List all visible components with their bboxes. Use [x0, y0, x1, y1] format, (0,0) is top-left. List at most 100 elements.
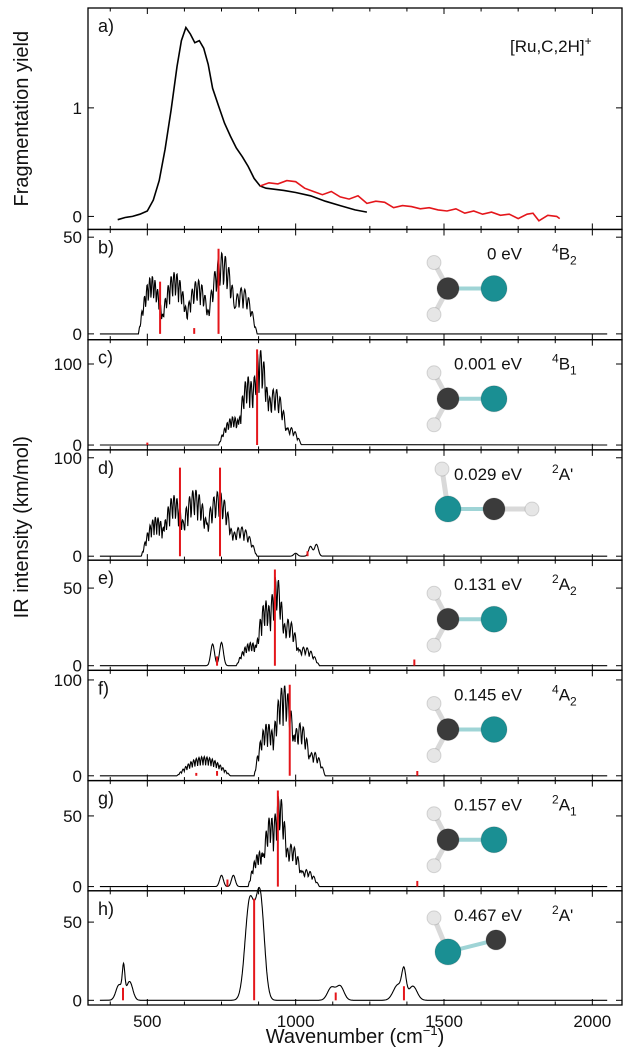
panel-title-sup: + [585, 34, 592, 48]
state-label: 4B1 [552, 352, 577, 378]
panel-letter: e) [98, 568, 114, 588]
state-multiplicity: 4 [552, 682, 559, 696]
x-tick-label: 1500 [425, 1012, 463, 1031]
panel-letter: b) [98, 237, 114, 257]
calculated-spectrum [99, 685, 608, 777]
state-symbol: B [559, 244, 570, 263]
molecule-6 [426, 806, 508, 874]
panel-letter: h) [98, 899, 114, 919]
panel-letter: c) [98, 348, 113, 368]
panel-frame-c [87, 339, 623, 451]
hydrogen-atom [524, 501, 540, 517]
state-subscript: ' [570, 465, 573, 484]
state-label: 2A1 [552, 793, 577, 819]
panel-frame-h [87, 890, 623, 1006]
panel-letter: a) [98, 16, 114, 36]
y-tick-label: 100 [54, 355, 82, 374]
carbon-atom [436, 607, 460, 631]
calculated-spectrum [99, 796, 608, 888]
hydrogen-atom [426, 585, 442, 601]
energy-label: 0.029 eV [454, 465, 523, 484]
ruthenium-atom [434, 938, 462, 966]
carbon-atom [482, 497, 506, 521]
y-axis-title-top: Fragmentation yield [11, 31, 33, 207]
ruthenium-atom [480, 385, 508, 413]
y-tick-label: 50 [63, 579, 82, 598]
state-symbol: A [559, 906, 571, 925]
carbon-atom [436, 828, 460, 852]
panel-frame-g [87, 779, 623, 892]
molecule-3 [434, 461, 540, 523]
y-tick-label: 0 [73, 547, 82, 566]
ruthenium-atom [480, 605, 508, 633]
state-symbol: A [559, 796, 571, 815]
state-subscript: 2 [570, 584, 577, 598]
energy-label: 0 eV [487, 244, 523, 263]
hydrogen-atom [426, 910, 442, 926]
state-subscript: ' [570, 906, 573, 925]
x-axis-title: Wavenumber (cm−1) [266, 1023, 445, 1048]
calculated-spectrum [99, 251, 608, 335]
panel-frame-d [87, 449, 623, 561]
state-symbol: A [559, 575, 571, 594]
hydrogen-atom [426, 637, 442, 653]
state-multiplicity: 4 [552, 241, 559, 255]
hydrogen-atom [426, 417, 442, 433]
state-multiplicity: 2 [552, 462, 559, 476]
state-multiplicity: 2 [552, 572, 559, 586]
energy-label: 0.157 eV [454, 796, 523, 815]
molecule-7 [426, 910, 507, 966]
carbon-atom [485, 929, 507, 951]
panel-title: [Ru,C,2H]+ [510, 34, 592, 56]
molecule-2 [426, 365, 508, 433]
ruthenium-atom [480, 715, 508, 743]
y-tick-label: 0 [73, 991, 82, 1010]
carbon-atom [436, 277, 460, 301]
state-subscript: 1 [570, 805, 577, 819]
calculated-spectrum [99, 350, 608, 446]
hydrogen-atom [426, 695, 442, 711]
hydrogen-atom [426, 747, 442, 763]
state-label: 4B2 [552, 241, 577, 267]
state-multiplicity: 2 [552, 793, 559, 807]
hydrogen-atom [426, 365, 442, 381]
calculated-spectrum [99, 577, 608, 667]
y-tick-label: 0 [73, 767, 82, 786]
energy-label: 0.145 eV [454, 685, 523, 704]
state-subscript: 1 [570, 364, 577, 378]
hydrogen-atom [426, 806, 442, 822]
state-label: 4A2 [552, 682, 577, 708]
x-tick-label: 500 [133, 1012, 161, 1031]
hydrogen-atom [426, 307, 442, 323]
hydrogen-atom [426, 858, 442, 874]
state-symbol: B [559, 355, 570, 374]
panel-letter: g) [98, 789, 114, 809]
hydrogen-atom [434, 461, 450, 477]
y-tick-label: 0 [73, 657, 82, 676]
y-tick-label: 0 [73, 207, 82, 226]
state-label: 2A' [552, 903, 573, 925]
experiment-series-2 [259, 179, 561, 222]
state-multiplicity: 2 [552, 903, 559, 917]
panel-frame-f [87, 669, 623, 782]
calculated-spectrum [99, 489, 608, 557]
y-axis-title-bottom: IR intensity (km/mol) [11, 436, 33, 618]
energy-label: 0.131 eV [454, 575, 523, 594]
y-tick-label: 0 [73, 436, 82, 455]
x-tick-label: 2000 [573, 1012, 611, 1031]
state-symbol: A [559, 465, 571, 484]
experiment-series-1 [117, 25, 368, 221]
y-tick-label: 100 [54, 449, 82, 468]
carbon-atom [436, 387, 460, 411]
state-label: 2A' [552, 462, 573, 484]
panel-letter: f) [98, 678, 109, 698]
hydrogen-atom [426, 255, 442, 271]
y-tick-label: 50 [63, 807, 82, 826]
panel-frame-b [87, 228, 623, 341]
energy-label: 0.001 eV [454, 355, 523, 374]
ruthenium-atom [434, 495, 462, 523]
y-tick-label: 1 [73, 99, 82, 118]
calculated-spectrum [99, 886, 608, 1001]
